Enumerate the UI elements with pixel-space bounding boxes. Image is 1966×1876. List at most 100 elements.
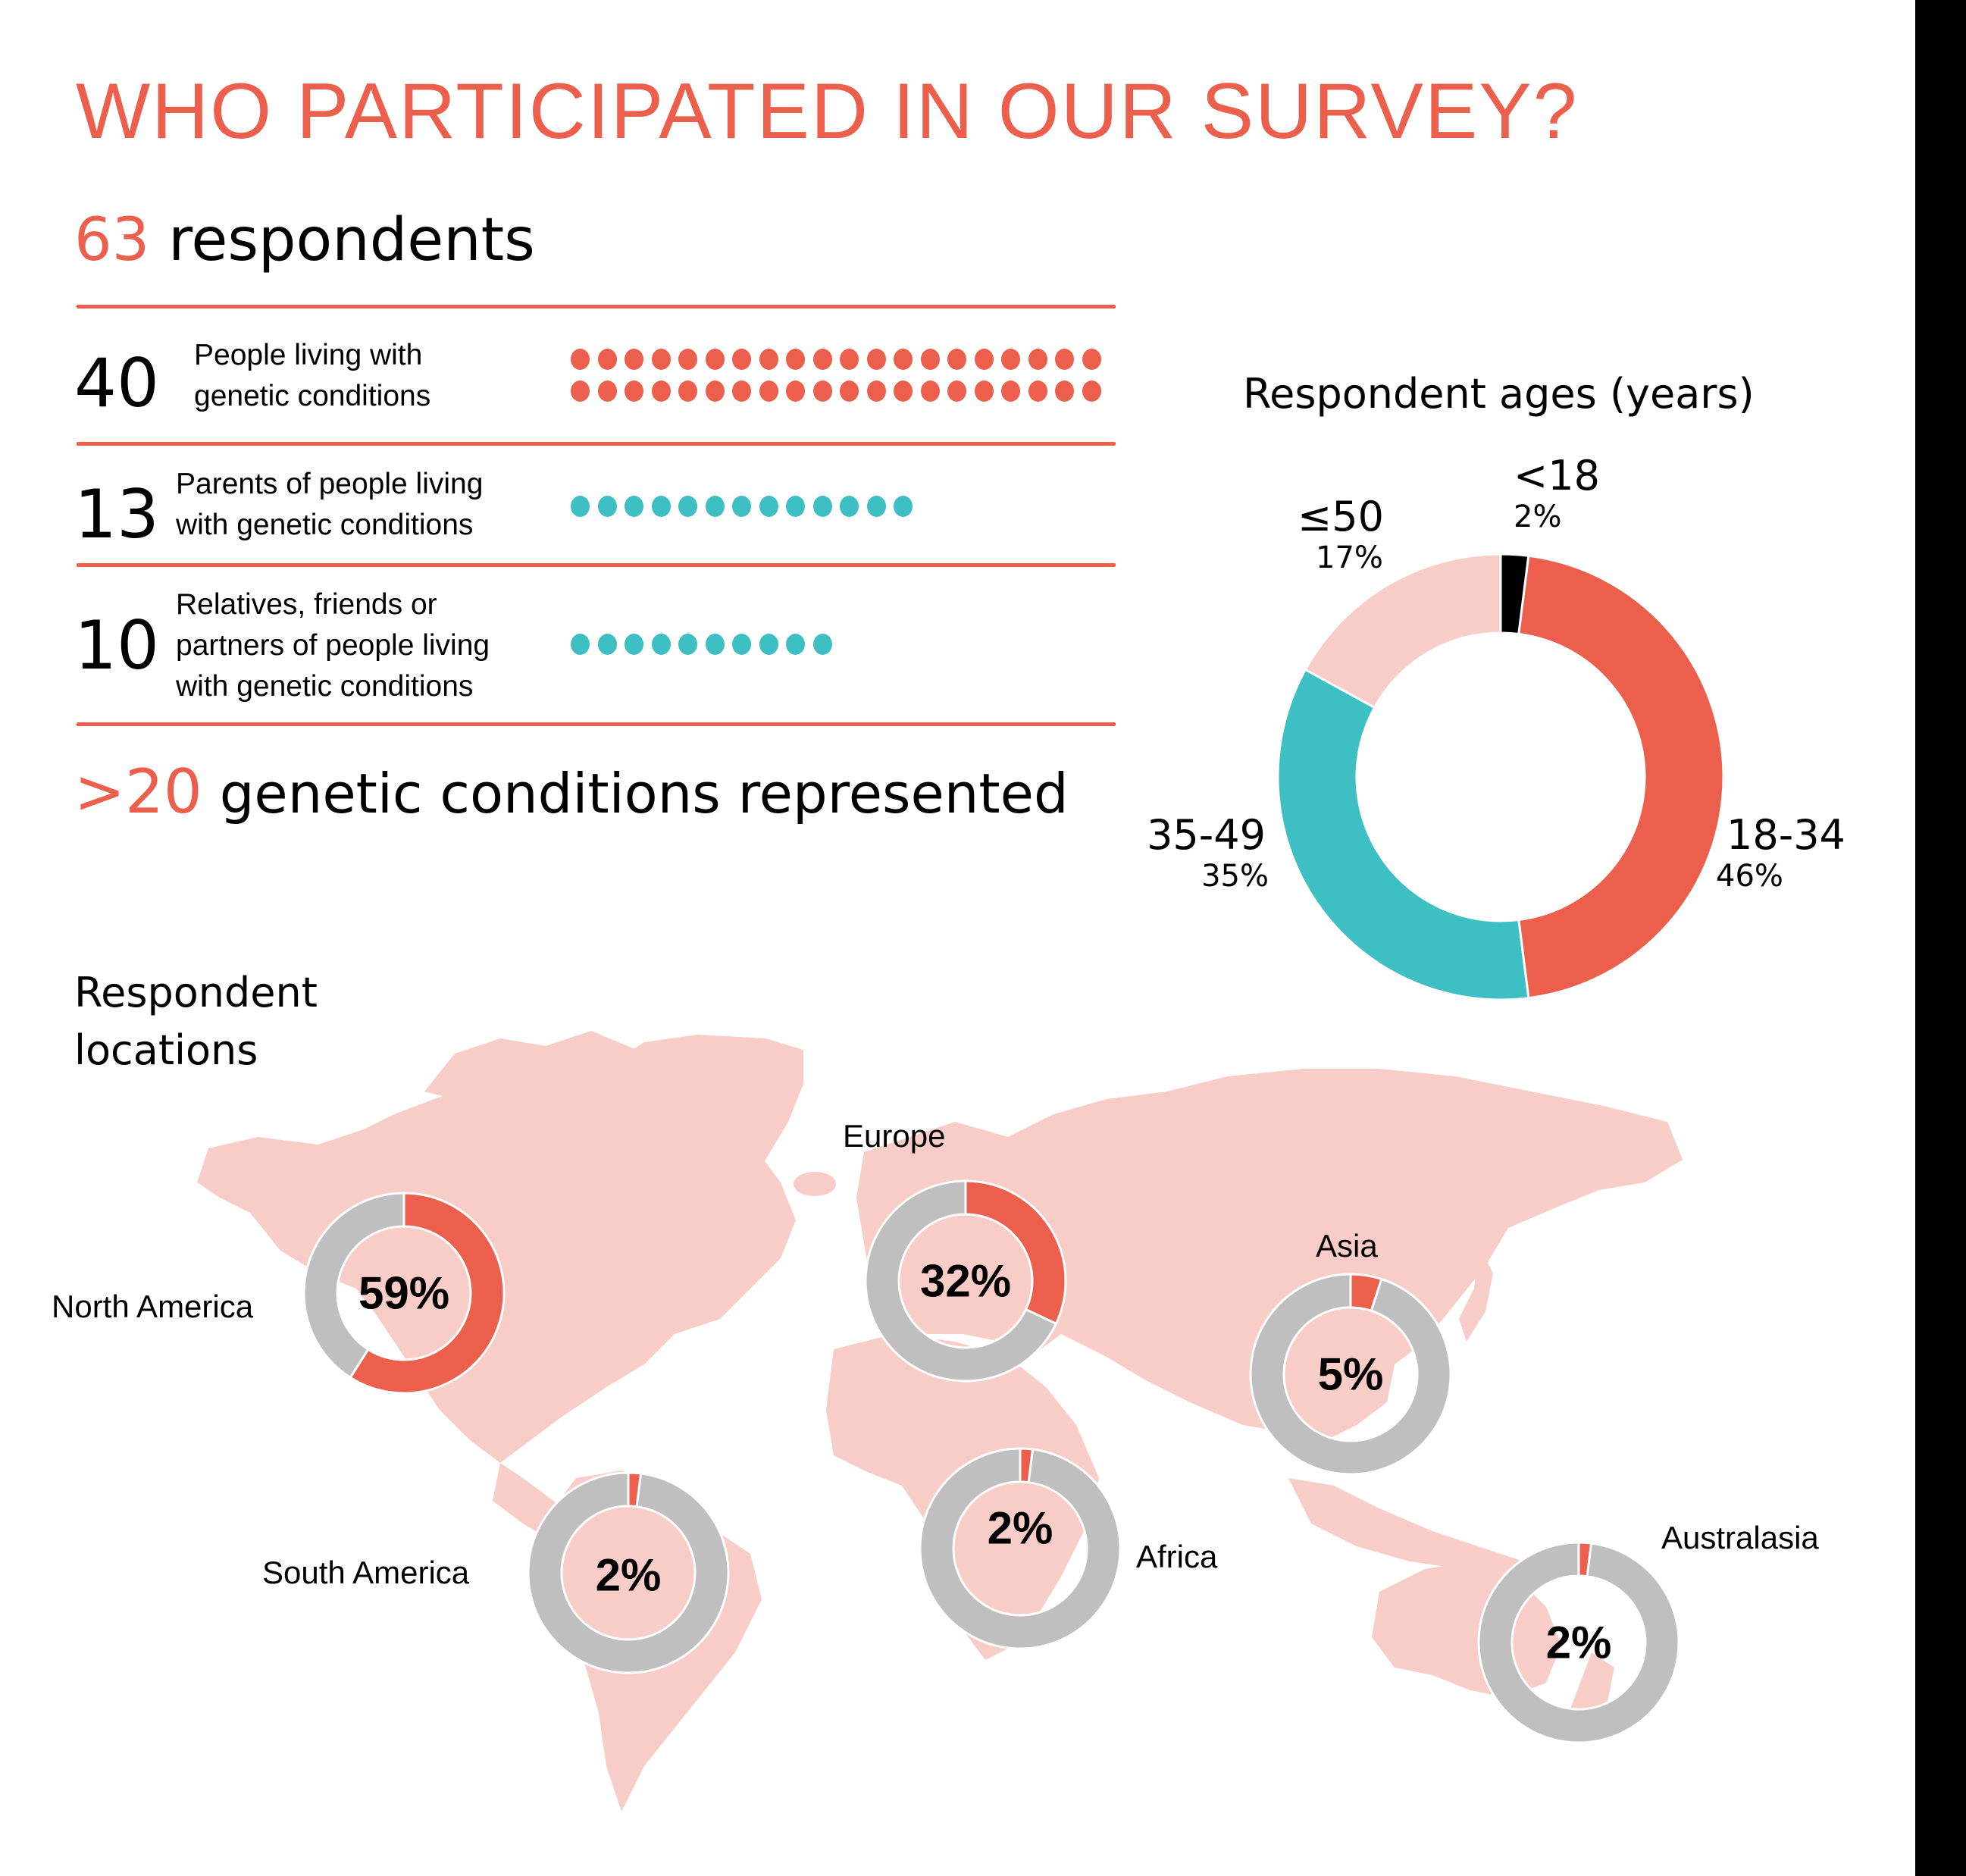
person-dot-icon xyxy=(678,381,697,402)
total-respondents-number: 63 xyxy=(74,206,150,274)
person-dot-icon xyxy=(597,349,617,370)
age-category: 35-49 xyxy=(1147,811,1266,859)
person-dot-icon xyxy=(759,349,778,370)
person-dot-icon xyxy=(732,349,751,370)
person-dot-icon xyxy=(705,496,725,517)
locations-title: Respondent locations xyxy=(74,964,318,1079)
group-label: Parents of people living with genetic co… xyxy=(176,464,483,546)
age-category: <18 xyxy=(1514,452,1600,500)
region-donut xyxy=(1477,1541,1680,1744)
person-dot-icon xyxy=(812,349,832,370)
person-dot-icon xyxy=(571,496,590,517)
region-percent-australasia: 2% xyxy=(1545,1617,1612,1668)
age-percent: 46% xyxy=(1716,859,1783,894)
age-segment xyxy=(1276,668,1530,1001)
person-dot-icon xyxy=(894,496,913,517)
person-dot-icon xyxy=(974,381,994,402)
age-donut-chart xyxy=(1276,553,1725,1001)
group-label-line: Relatives, friends or xyxy=(176,588,437,621)
person-dot-icon xyxy=(840,381,859,402)
conditions-stat: >20 genetic conditions represented xyxy=(74,756,1069,827)
person-dot-icon xyxy=(759,381,778,402)
divider xyxy=(77,442,1116,446)
southeast-asia-islands xyxy=(1288,1478,1523,1577)
person-dot-icon xyxy=(1028,349,1047,370)
person-dot-icon xyxy=(866,349,886,370)
region-percent-asia: 5% xyxy=(1317,1348,1384,1400)
region-label-north-america: North America xyxy=(52,1289,254,1324)
region-label-asia: Asia xyxy=(1316,1228,1378,1264)
region-donut xyxy=(302,1192,506,1395)
person-dot-icon xyxy=(705,381,725,402)
age-label-35-49: 35-49 35% xyxy=(1137,811,1269,895)
person-dot-icon xyxy=(678,496,697,517)
person-dot-icon xyxy=(625,634,643,655)
age-chart-title: Respondent ages (years) xyxy=(1243,370,1755,418)
conditions-label: genetic conditions represented xyxy=(219,762,1069,825)
region-percent-africa: 2% xyxy=(987,1502,1053,1554)
person-dot-icon xyxy=(651,496,671,517)
person-dot-icon xyxy=(840,496,859,517)
group-label-line: Parents of people living xyxy=(176,468,484,500)
greenland xyxy=(614,1035,803,1213)
group-label: Relatives, friends or partners of people… xyxy=(176,584,490,707)
age-percent: 35% xyxy=(1201,859,1269,894)
age-label-under18: <18 2% xyxy=(1514,453,1600,536)
person-dot-icon xyxy=(812,381,832,402)
person-dot-icon xyxy=(732,381,751,402)
person-dot-icon xyxy=(759,634,778,655)
person-dot-icon xyxy=(732,634,751,655)
age-segment xyxy=(1517,554,1725,1000)
person-dot-icon xyxy=(759,496,778,517)
divider xyxy=(77,305,1116,308)
person-dot-icon xyxy=(1028,381,1047,402)
age-segment xyxy=(1304,553,1502,709)
locations-title-line: Respondent xyxy=(74,969,318,1016)
region-label-africa: Africa xyxy=(1136,1539,1218,1574)
person-dot-icon xyxy=(1055,381,1074,402)
group-count: 40 xyxy=(74,344,159,422)
person-dot-icon xyxy=(705,634,725,655)
britain xyxy=(872,1167,894,1228)
person-dot-icon xyxy=(947,349,966,370)
group-label-line: genetic conditions xyxy=(194,380,431,412)
group-label-line: with genetic conditions xyxy=(176,509,474,541)
age-percent: 17% xyxy=(1316,540,1383,576)
dot-pictogram-group-1 xyxy=(571,349,1101,402)
locations-title-line: locations xyxy=(74,1026,258,1074)
total-respondents-stat: 63 respondents xyxy=(74,206,535,274)
conditions-number: >20 xyxy=(74,756,202,827)
region-percent-europe: 32% xyxy=(919,1255,1012,1307)
dot-pictogram-group-3 xyxy=(571,634,1101,655)
person-dot-icon xyxy=(786,349,805,370)
page-title: WHO PARTICIPATED IN OUR SURVEY? xyxy=(76,67,1579,155)
group-label-line: partners of people living xyxy=(176,629,490,662)
person-dot-icon xyxy=(1001,349,1020,370)
person-dot-icon xyxy=(1055,349,1074,370)
region-percent-north-america: 59% xyxy=(358,1267,450,1319)
group-label-line: People living with xyxy=(194,339,423,371)
person-dot-icon xyxy=(705,349,725,370)
person-dot-icon xyxy=(571,634,590,655)
person-dot-icon xyxy=(920,381,940,402)
person-dot-icon xyxy=(625,496,643,517)
group-count: 13 xyxy=(74,475,159,553)
person-dot-icon xyxy=(812,634,832,655)
person-dot-icon xyxy=(894,381,913,402)
person-dot-icon xyxy=(571,349,590,370)
person-dot-icon xyxy=(894,349,913,370)
dot-pictogram-group-2 xyxy=(571,496,1101,517)
divider xyxy=(77,722,1116,726)
region-percent-south-america: 2% xyxy=(595,1549,662,1601)
region-label-south-america: South America xyxy=(262,1555,470,1590)
person-dot-icon xyxy=(974,349,994,370)
person-dot-icon xyxy=(625,349,643,370)
region-label-europe: Europe xyxy=(843,1118,946,1154)
right-edge-bar xyxy=(1915,0,1966,1876)
total-respondents-label: respondents xyxy=(168,206,535,274)
person-dot-icon xyxy=(812,496,832,517)
iceland xyxy=(794,1172,836,1196)
region-donut xyxy=(864,1179,1067,1383)
group-count: 10 xyxy=(74,606,159,684)
group-label-line: with genetic conditions xyxy=(176,670,474,703)
